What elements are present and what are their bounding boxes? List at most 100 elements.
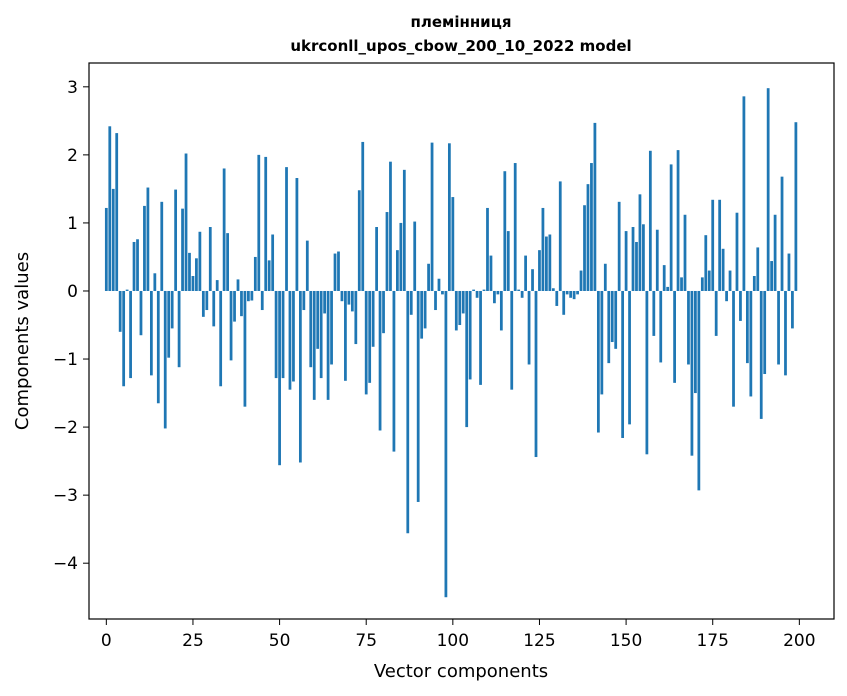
bar-195: [780, 176, 784, 291]
bar-37: [233, 290, 236, 322]
bar-89: [413, 221, 417, 291]
bar-78: [375, 227, 378, 291]
bar-130: [555, 290, 559, 306]
bar-108: [479, 290, 482, 385]
bar-31: [212, 290, 216, 327]
bars-group: [104, 88, 798, 598]
bar-51: [281, 290, 285, 379]
bar-126: [541, 207, 545, 291]
bar-144: [603, 263, 607, 291]
bar-21: [177, 290, 181, 368]
bar-13: [149, 290, 153, 376]
bar-173: [704, 235, 708, 291]
bar-85: [399, 222, 403, 291]
bar-151: [628, 290, 631, 425]
x-axis-label: Vector components: [374, 661, 548, 682]
bar-98: [444, 290, 448, 598]
bar-15: [156, 290, 160, 404]
bar-190: [763, 290, 767, 375]
bar-80: [382, 290, 385, 334]
bar-73: [357, 190, 361, 291]
x-tick-label: 0: [101, 631, 112, 651]
bar-34: [222, 168, 226, 291]
bar-152: [631, 227, 635, 291]
bar-75: [364, 290, 368, 395]
bar-27: [198, 231, 202, 291]
bar-167: [683, 214, 687, 291]
bar-76: [368, 290, 372, 383]
bar-82: [389, 161, 392, 291]
bar-35: [226, 233, 229, 291]
bar-38: [236, 279, 240, 291]
bar-63: [323, 290, 327, 314]
bar-77: [371, 290, 375, 347]
bar-174: [707, 270, 711, 291]
bar-22: [181, 208, 184, 291]
bar-81: [385, 212, 389, 291]
bar-185: [745, 290, 749, 364]
bar-169: [690, 290, 694, 456]
bar-124: [534, 290, 538, 458]
bar-184: [742, 96, 746, 291]
bar-157: [648, 150, 652, 291]
bar-164: [673, 290, 676, 383]
bar-3: [115, 133, 119, 291]
bar-182: [735, 212, 739, 291]
bar-198: [791, 290, 794, 329]
y-tick-label: 3: [67, 78, 78, 98]
bar-114: [499, 290, 503, 331]
bar-8: [132, 241, 136, 291]
bar-139: [586, 184, 590, 291]
bar-52: [285, 167, 288, 291]
bar-121: [524, 255, 527, 291]
bar-135: [572, 290, 576, 300]
bar-132: [562, 290, 566, 315]
bar-141: [593, 122, 597, 291]
bar-129: [551, 288, 555, 291]
bar-43: [253, 256, 257, 291]
bar-16: [160, 201, 164, 291]
bar-142: [596, 290, 600, 433]
y-tick-label: −4: [53, 554, 78, 574]
bar-66: [333, 253, 337, 291]
bar-186: [749, 290, 753, 397]
bar-191: [766, 88, 770, 291]
bar-125: [538, 250, 541, 291]
bar-118: [513, 163, 517, 291]
bar-44: [257, 154, 261, 291]
bar-109: [482, 289, 486, 291]
bar-134: [569, 290, 573, 298]
y-tick-label: −3: [53, 486, 78, 506]
bar-160: [659, 290, 663, 363]
bar-65: [330, 290, 333, 365]
bar-123: [531, 269, 534, 291]
bar-23: [184, 153, 188, 291]
bar-60: [312, 290, 316, 400]
bar-40: [243, 290, 247, 407]
bar-14: [153, 273, 157, 291]
bar-11: [143, 205, 146, 291]
bar-57: [302, 290, 306, 311]
bar-97: [441, 290, 444, 295]
bar-172: [700, 277, 704, 291]
bar-46: [264, 156, 268, 291]
bar-71: [350, 290, 354, 312]
bar-2: [111, 188, 115, 291]
bar-193: [773, 214, 777, 291]
bar-166: [680, 277, 683, 291]
bar-101: [454, 290, 458, 331]
bar-20: [174, 189, 178, 291]
bar-25: [191, 276, 195, 291]
bar-93: [427, 263, 430, 291]
bar-55: [295, 178, 299, 291]
bar-176: [714, 290, 718, 336]
bar-149: [621, 290, 625, 438]
bar-62: [319, 290, 323, 379]
bar-175: [711, 199, 715, 291]
bar-188: [756, 247, 760, 291]
bar-95: [434, 290, 437, 311]
bar-0: [104, 207, 108, 291]
plot-frame: [88, 62, 835, 620]
bar-133: [565, 290, 569, 295]
